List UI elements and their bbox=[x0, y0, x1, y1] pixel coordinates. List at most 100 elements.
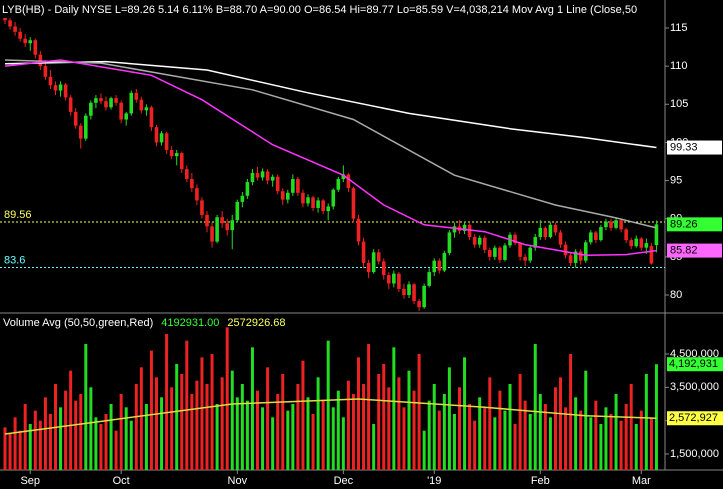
volume-bar bbox=[331, 407, 335, 470]
candle-body bbox=[316, 200, 320, 209]
y-tick-label: 110 bbox=[670, 60, 688, 72]
candle-body bbox=[528, 247, 532, 261]
candle-body bbox=[129, 92, 134, 114]
candle-body bbox=[498, 247, 502, 260]
candle-body bbox=[33, 40, 38, 55]
volume-bar bbox=[8, 434, 12, 470]
volume-bar bbox=[170, 387, 174, 470]
volume-bar bbox=[392, 347, 396, 470]
volume-bar bbox=[74, 400, 78, 470]
volume-bar bbox=[38, 420, 42, 470]
candle-body bbox=[18, 31, 22, 39]
candle-body bbox=[174, 153, 179, 157]
candle-body bbox=[462, 224, 467, 231]
candle-body bbox=[245, 182, 250, 196]
volume-bar bbox=[599, 424, 603, 470]
volume-bar bbox=[629, 384, 633, 470]
x-tick-label: Sep bbox=[20, 475, 40, 487]
volume-bar bbox=[326, 340, 330, 470]
volume-bar bbox=[533, 344, 537, 470]
volume-bar bbox=[286, 410, 290, 470]
candle-body bbox=[275, 176, 280, 192]
legend-value: 4192931.00 bbox=[161, 317, 219, 329]
candle-body bbox=[392, 273, 396, 284]
chart-title: LYB(HB) - Daily NYSE L=89.26 5.14 6.11% … bbox=[2, 4, 637, 16]
volume-bar bbox=[538, 394, 542, 470]
volume-bar bbox=[225, 327, 229, 470]
y-tick-label: 3,500,000 bbox=[670, 381, 719, 393]
volume-legend: Volume Avg (50,50,green,Red) 4192931.00 25… bbox=[3, 317, 285, 329]
candle-body bbox=[109, 98, 113, 108]
candle-body bbox=[488, 249, 492, 257]
candle-body bbox=[407, 284, 411, 295]
volume-bar bbox=[341, 417, 345, 470]
volume-bar bbox=[518, 374, 522, 470]
volume-bar bbox=[200, 357, 204, 470]
price-tag bbox=[667, 243, 722, 258]
volume-bar bbox=[281, 374, 285, 470]
volume-bar bbox=[362, 384, 366, 470]
volume-bar bbox=[377, 374, 381, 470]
volume-bar bbox=[367, 344, 371, 470]
volume-bar bbox=[165, 334, 169, 470]
candle-body bbox=[270, 176, 275, 181]
candle-body bbox=[159, 133, 164, 143]
volume-bar bbox=[13, 417, 17, 470]
volume-bar bbox=[644, 374, 648, 470]
volume-bar bbox=[432, 384, 436, 470]
volume-bar bbox=[634, 424, 638, 470]
candle-body bbox=[583, 242, 588, 261]
candle-body bbox=[604, 221, 608, 228]
volume-bar bbox=[407, 370, 411, 470]
candle-body bbox=[48, 76, 53, 86]
candle-body bbox=[346, 174, 351, 189]
candle-body bbox=[286, 192, 290, 200]
volume-bar bbox=[463, 357, 467, 470]
candle-body bbox=[220, 217, 224, 224]
candle-body bbox=[614, 220, 618, 228]
volume-bar bbox=[619, 420, 623, 470]
volume-bar bbox=[559, 377, 562, 470]
candle-body bbox=[649, 246, 654, 264]
candle-body bbox=[624, 229, 628, 241]
volume-bar bbox=[48, 414, 52, 470]
volume-bar bbox=[64, 390, 68, 470]
volume-bar bbox=[180, 374, 184, 470]
candle-body bbox=[94, 98, 98, 103]
volume-bar bbox=[296, 384, 300, 470]
volume-bar bbox=[99, 424, 103, 470]
volume-bar bbox=[59, 407, 63, 470]
volume-bar bbox=[422, 430, 426, 470]
candle-body bbox=[523, 256, 527, 261]
candle-body bbox=[397, 273, 401, 289]
volume-bar bbox=[240, 384, 244, 470]
x-tick-label: Nov bbox=[228, 475, 248, 487]
volume-bar bbox=[139, 367, 143, 470]
candle-body bbox=[240, 195, 245, 202]
candle-body bbox=[28, 40, 33, 44]
volume-average bbox=[4, 398, 657, 435]
candle-body bbox=[99, 98, 103, 102]
candle-body bbox=[654, 224, 659, 246]
volume-bar bbox=[589, 417, 593, 470]
volume-bar bbox=[311, 414, 315, 470]
candle-body bbox=[215, 217, 219, 242]
x-tick-label: Dec bbox=[334, 475, 354, 487]
candle-body bbox=[548, 224, 553, 238]
candle-body bbox=[402, 288, 406, 295]
candle-body bbox=[195, 188, 199, 201]
volume-bar bbox=[564, 407, 568, 470]
volume-bar bbox=[144, 404, 148, 470]
candle-body bbox=[185, 169, 189, 180]
candle-body bbox=[336, 179, 341, 190]
volume-bar bbox=[23, 404, 27, 470]
candle-body bbox=[84, 115, 88, 139]
candle-body bbox=[538, 227, 543, 238]
candle-body bbox=[366, 262, 371, 273]
candle-body bbox=[260, 171, 265, 178]
volume-bar bbox=[372, 424, 376, 470]
candle-body bbox=[179, 153, 184, 170]
candle-body bbox=[452, 226, 457, 233]
volume-bar bbox=[493, 417, 497, 470]
candle-body bbox=[134, 92, 139, 100]
